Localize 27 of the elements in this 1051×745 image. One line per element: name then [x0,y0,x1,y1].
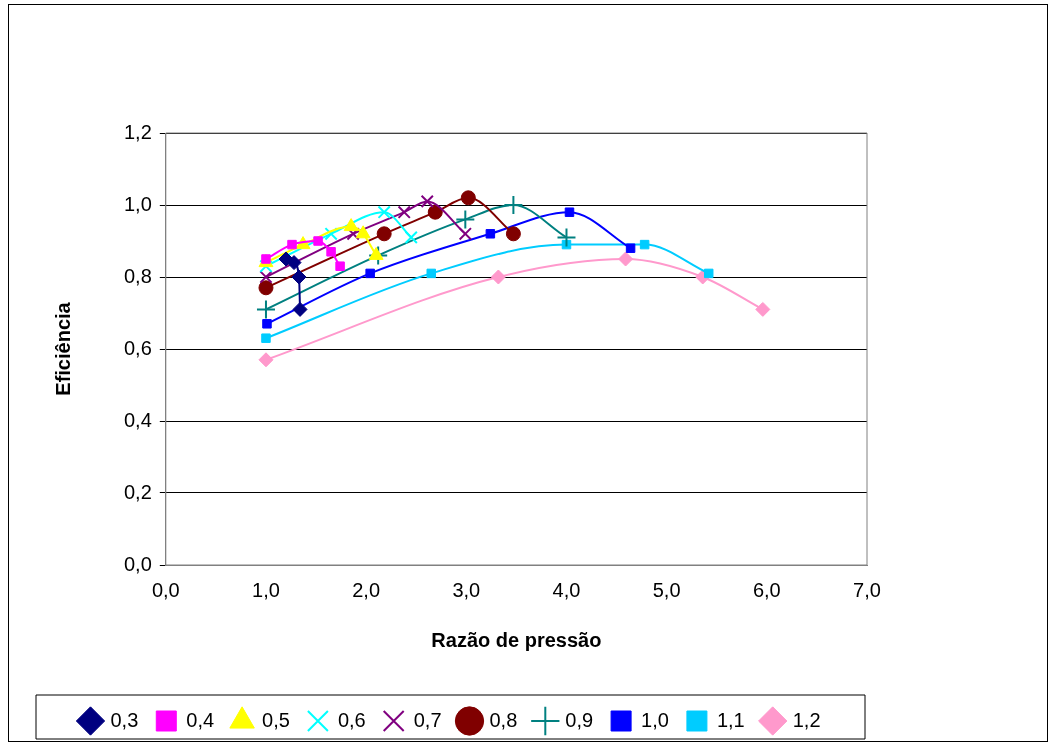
x-axis-title: Razão de pressão [431,628,602,651]
legend-label: 1,1 [716,708,745,731]
y-tick-label: 1,0 [123,192,152,215]
legend-label: 0,9 [565,708,594,731]
legend-label: 0,5 [262,708,290,731]
y-tick-label: 0,2 [123,480,152,503]
x-tick-label: 0,0 [151,578,180,601]
legend-label: 0,7 [413,708,442,731]
legend-label: 1,0 [641,708,669,731]
y-tick-label: 0,0 [123,552,152,575]
legend-label: 0,6 [337,708,366,731]
legend-label: 0,3 [110,708,139,731]
y-tick-label: 0,4 [123,408,152,431]
y-tick-label: 0,8 [123,264,152,287]
legend-label: 0,8 [489,708,518,731]
legend-label: 1,2 [792,708,821,731]
x-tick-label: 3,0 [452,578,481,601]
y-tick-label: 0,6 [123,336,152,359]
x-tick-label: 5,0 [652,578,681,601]
y-axis-title: Eficiência [51,301,74,396]
x-tick-label: 6,0 [752,578,781,601]
x-tick-label: 7,0 [853,578,881,601]
y-tick-label: 1,2 [123,120,152,143]
x-tick-label: 4,0 [552,578,581,601]
x-tick-label: 2,0 [352,578,381,601]
x-tick-label: 1,0 [252,578,280,601]
legend-label: 0,4 [186,708,215,731]
